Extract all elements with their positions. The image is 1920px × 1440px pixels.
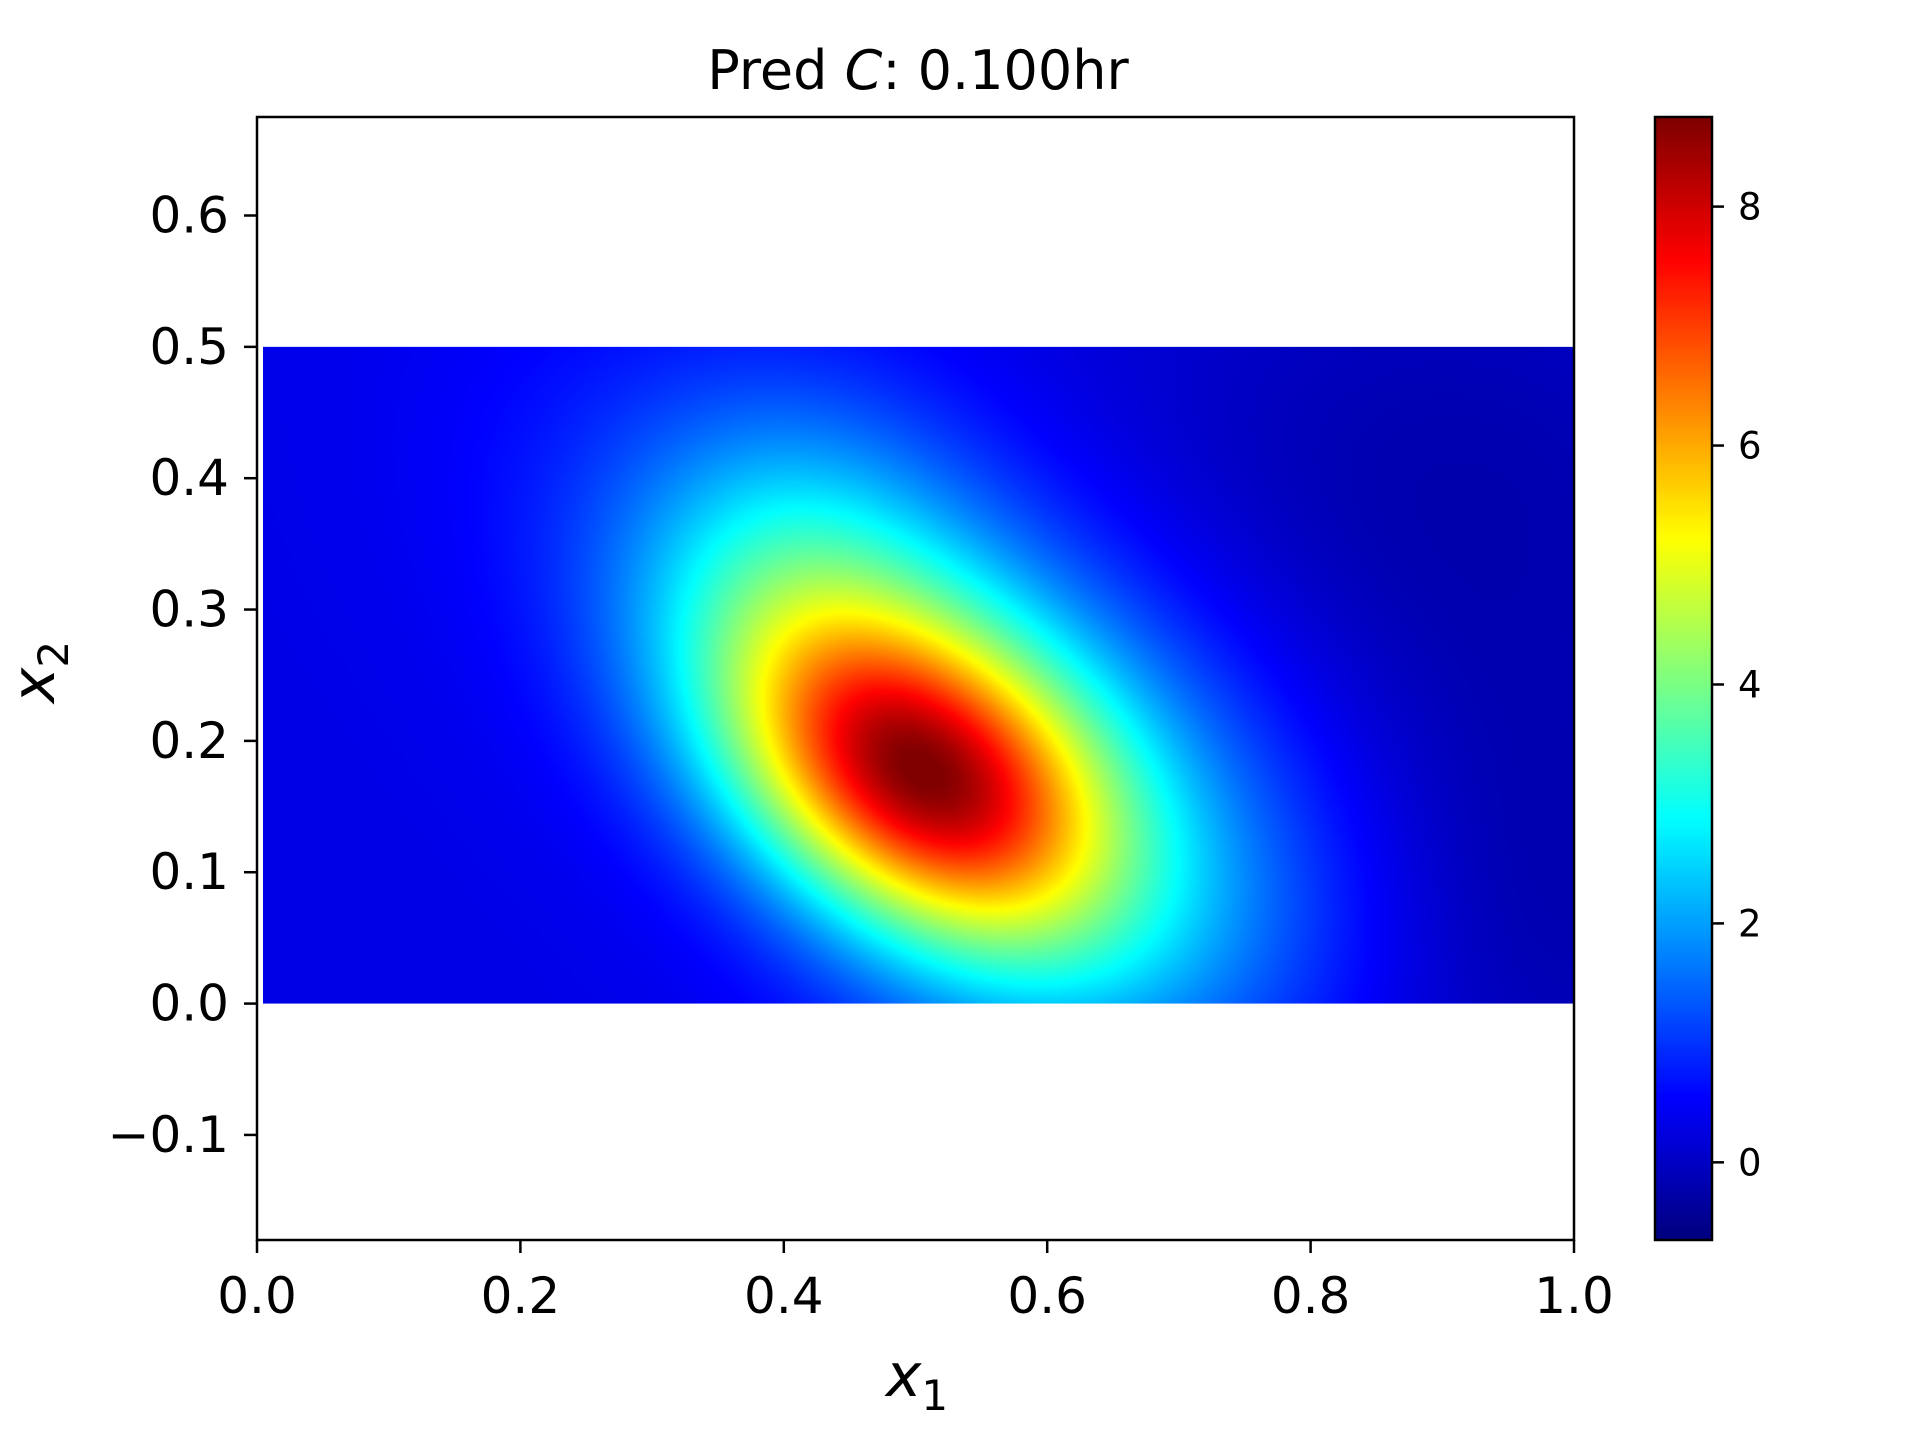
- heatmap-image: [263, 346, 1574, 1004]
- x-tick-label: 0.0: [217, 1267, 297, 1325]
- chart-title: Pred C: 0.100hr: [707, 39, 1129, 102]
- colorbar-gradient: [1655, 117, 1712, 1240]
- colorbar-tick-label: 6: [1738, 425, 1762, 468]
- y-tick-label: 0.5: [149, 318, 229, 376]
- colorbar-tick-label: 8: [1738, 186, 1762, 229]
- y-tick-label: 0.4: [149, 449, 229, 507]
- y-axis-ticks: −0.1 0.0 0.1 0.2 0.3 0.4 0.5 0.6: [108, 187, 257, 1164]
- plot-frame: [255, 115, 1576, 1242]
- x-tick-label: 0.2: [481, 1267, 561, 1325]
- x-axis-ticks: 0.0 0.2 0.4 0.6 0.8 1.0: [217, 1240, 1614, 1325]
- x-tick-label: 0.8: [1271, 1267, 1351, 1325]
- y-tick-label: 0.6: [149, 187, 229, 245]
- x-tick-label: 0.4: [744, 1267, 824, 1325]
- colorbar-ticks: 0 2 4 6 8: [1712, 186, 1762, 1184]
- x-tick-label: 0.6: [1007, 1267, 1087, 1325]
- y-tick-label: 0.0: [149, 975, 229, 1033]
- x-tick-label: 1.0: [1534, 1267, 1614, 1325]
- colorbar-tick-label: 4: [1738, 663, 1762, 706]
- colorbar-tick-label: 2: [1738, 902, 1762, 945]
- y-tick-label: 0.2: [149, 712, 229, 770]
- x-axis-label: x1: [884, 1341, 948, 1420]
- y-tick-label: 0.1: [149, 843, 229, 901]
- colorbar-tick-label: 0: [1738, 1141, 1762, 1184]
- y-tick-label: 0.3: [149, 581, 229, 639]
- colorbar-frame: [1653, 115, 1714, 1242]
- y-axis-label: x2: [0, 641, 78, 705]
- y-tick-label: −0.1: [108, 1106, 229, 1164]
